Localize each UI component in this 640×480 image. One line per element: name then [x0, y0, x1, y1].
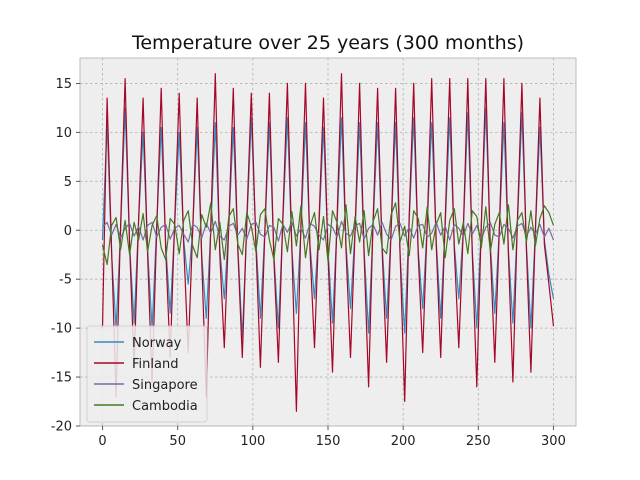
x-tick-label: 0	[98, 434, 106, 449]
chart-title: Temperature over 25 years (300 months)	[131, 32, 524, 54]
legend-label: Norway	[132, 336, 182, 351]
series-lines	[101, 73, 555, 412]
y-tick-label: 10	[55, 126, 72, 141]
y-tick-label: 5	[64, 175, 72, 190]
x-tick-label: 100	[240, 434, 265, 449]
x-tick-label: 200	[391, 434, 416, 449]
y-axis: -20 -15 -10 -5 0 5 10 15	[51, 77, 80, 435]
legend-label: Finland	[132, 357, 178, 372]
y-tick-label: -10	[51, 322, 72, 337]
x-tick-label: 150	[316, 434, 341, 449]
y-tick-label: -5	[59, 273, 72, 288]
legend-label: Singapore	[132, 378, 198, 393]
x-tick-label: 50	[169, 434, 186, 449]
y-tick-label: -20	[51, 420, 72, 435]
series-line-cambodia	[101, 202, 555, 266]
legend-label: Cambodia	[132, 399, 198, 414]
y-tick-label: -15	[51, 371, 72, 386]
x-axis: 0 50 100 150 200 250 300	[98, 426, 566, 449]
legend-box	[86, 325, 208, 423]
x-tick-label: 300	[541, 434, 566, 449]
y-tick-label: 0	[64, 224, 72, 239]
series-line-finland	[101, 73, 555, 412]
legend: Norway Finland Singapore Cambodia	[86, 325, 208, 423]
y-tick-label: 15	[55, 77, 72, 92]
x-tick-label: 250	[466, 434, 491, 449]
